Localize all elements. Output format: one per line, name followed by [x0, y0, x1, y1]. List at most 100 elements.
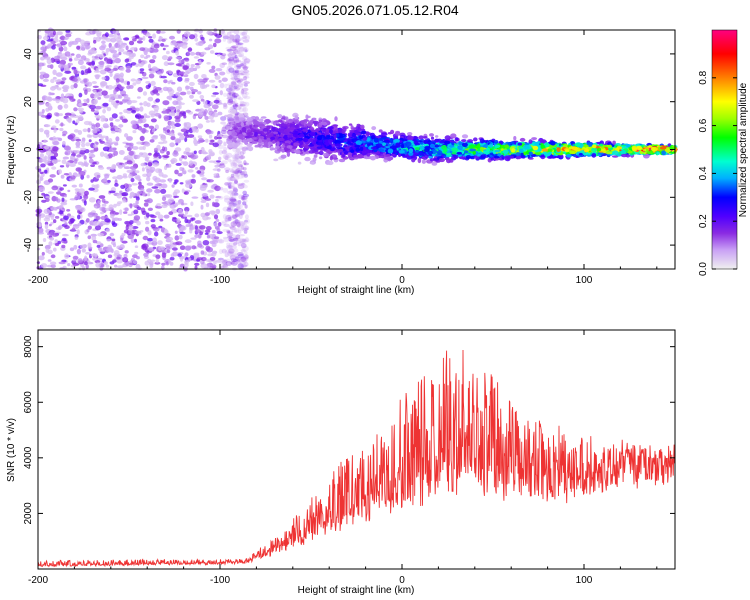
spectrogram-cell — [123, 253, 128, 259]
spectrogram-cell — [237, 225, 245, 232]
spectrogram-cell — [233, 99, 237, 103]
spectrogram-cell — [175, 162, 182, 166]
spectrogram-cell — [318, 150, 324, 156]
spectrogram-cell — [210, 210, 216, 216]
spectrogram-cell — [237, 263, 244, 266]
spectrogram-cell — [106, 166, 112, 170]
spectrogram-cell — [220, 116, 227, 121]
spectrogram-cell — [124, 133, 129, 138]
spectrogram-cell — [123, 37, 130, 41]
spectrogram-cell — [184, 137, 188, 143]
spectrogram-cell — [80, 147, 87, 151]
spectrogram-cell — [174, 138, 182, 144]
spectrogram-cell — [121, 163, 126, 168]
spectrogram-cell — [231, 195, 237, 199]
spectrogram-cell — [128, 150, 134, 156]
spectrogram-cell — [120, 116, 124, 120]
spectrogram-cell — [63, 194, 67, 198]
spectrogram-cell — [178, 213, 185, 217]
spectrogram-cell — [223, 141, 227, 147]
spectrogram-cell — [242, 39, 250, 43]
spectrogram-cell — [130, 120, 137, 125]
spectrogram-cell — [51, 125, 57, 129]
spectrogram-cell — [132, 82, 137, 86]
spectrogram-cell — [169, 35, 175, 40]
spectrogram-cell — [218, 164, 223, 167]
spectrogram-cell — [241, 195, 248, 200]
spectrogram-cell — [109, 147, 116, 153]
spectrogram-cell — [54, 137, 61, 140]
spectrogram-cell — [204, 198, 212, 201]
spectrogram-cell — [45, 197, 50, 202]
spectrogram-cell — [162, 100, 170, 106]
spectrogram-cell — [83, 155, 87, 160]
spectrogram-cell — [161, 38, 166, 42]
spectrogram-cell — [130, 78, 136, 82]
spectrogram-cell — [238, 142, 243, 146]
spectrogram-cell — [129, 220, 134, 225]
spectrogram-cell — [104, 67, 112, 72]
spectrogram-cell — [200, 51, 207, 55]
spectrogram-cell — [236, 260, 242, 265]
spectrogram-cell — [238, 54, 245, 58]
spectrogram-cell — [231, 93, 238, 96]
spectrogram-cell — [101, 40, 106, 44]
spectrogram-cell — [347, 132, 354, 138]
spectrogram-cell — [191, 89, 198, 93]
spectrogram-cell — [230, 193, 234, 199]
spectrogram-cell — [207, 189, 214, 193]
spectrogram-cell — [242, 193, 250, 198]
spectrogram-cell — [152, 162, 159, 167]
spectrogram-cell — [185, 109, 191, 113]
spectrogram-cell — [236, 71, 243, 75]
spectrogram-cell — [227, 58, 232, 63]
spectrogram-cell — [419, 141, 423, 145]
spectrogram-cell — [227, 39, 232, 44]
spectrogram-cell — [226, 232, 234, 237]
spectrogram-cell — [134, 245, 139, 248]
spectrogram-cell — [123, 211, 128, 214]
spectrogram-cell — [238, 204, 243, 209]
spectrogram-cell — [275, 145, 280, 150]
spectrogram-cell — [122, 173, 127, 177]
spectrogram-cell — [90, 125, 94, 129]
spectrogram-cell — [226, 100, 234, 106]
spectrogram-cell — [334, 116, 338, 122]
spectrogram-cell — [243, 66, 248, 71]
spectrogram-cell — [186, 90, 191, 95]
spectrogram-cell — [146, 193, 151, 197]
spectrogram-cell — [237, 242, 242, 247]
spectrogram-cell — [184, 206, 190, 212]
spectrogram-cell — [136, 96, 141, 99]
spectrogram-cell — [225, 152, 233, 158]
spectrogram-cell — [326, 160, 334, 166]
spectrogram-cell — [73, 150, 81, 154]
spectrogram-cell — [212, 112, 219, 118]
spectrogram-cell — [229, 118, 235, 122]
spectrogram-cell — [199, 231, 203, 236]
spectrogram-cell — [171, 133, 176, 137]
spectrogram-cell — [168, 259, 172, 265]
spectrogram-cell — [233, 65, 241, 69]
spectrogram-cell — [241, 238, 247, 242]
spectrogram-cell — [145, 54, 151, 58]
spectrogram-cell — [209, 50, 215, 54]
spectrogram-cell — [138, 59, 142, 64]
spectrogram-cell — [85, 252, 91, 255]
spectrogram-cell — [59, 97, 66, 102]
spectrogram-cell — [77, 214, 81, 220]
spectrogram-cell — [50, 215, 55, 220]
spectrogram-cell — [134, 174, 141, 180]
spectrogram-cell — [237, 183, 243, 187]
spectrogram-cell — [169, 204, 176, 209]
spectrogram-cell — [222, 187, 229, 193]
spectrogram-cell — [64, 150, 71, 156]
spectrogram-cell — [227, 190, 235, 195]
spectrogram-cell — [223, 146, 228, 152]
spectrogram-cell — [111, 130, 116, 134]
spectrogram-cell — [242, 201, 247, 206]
spectrogram-cell — [101, 76, 106, 80]
spectrogram-cell — [51, 85, 58, 89]
spectrogram-cell — [106, 247, 114, 253]
spectrogram-cell — [176, 218, 181, 223]
